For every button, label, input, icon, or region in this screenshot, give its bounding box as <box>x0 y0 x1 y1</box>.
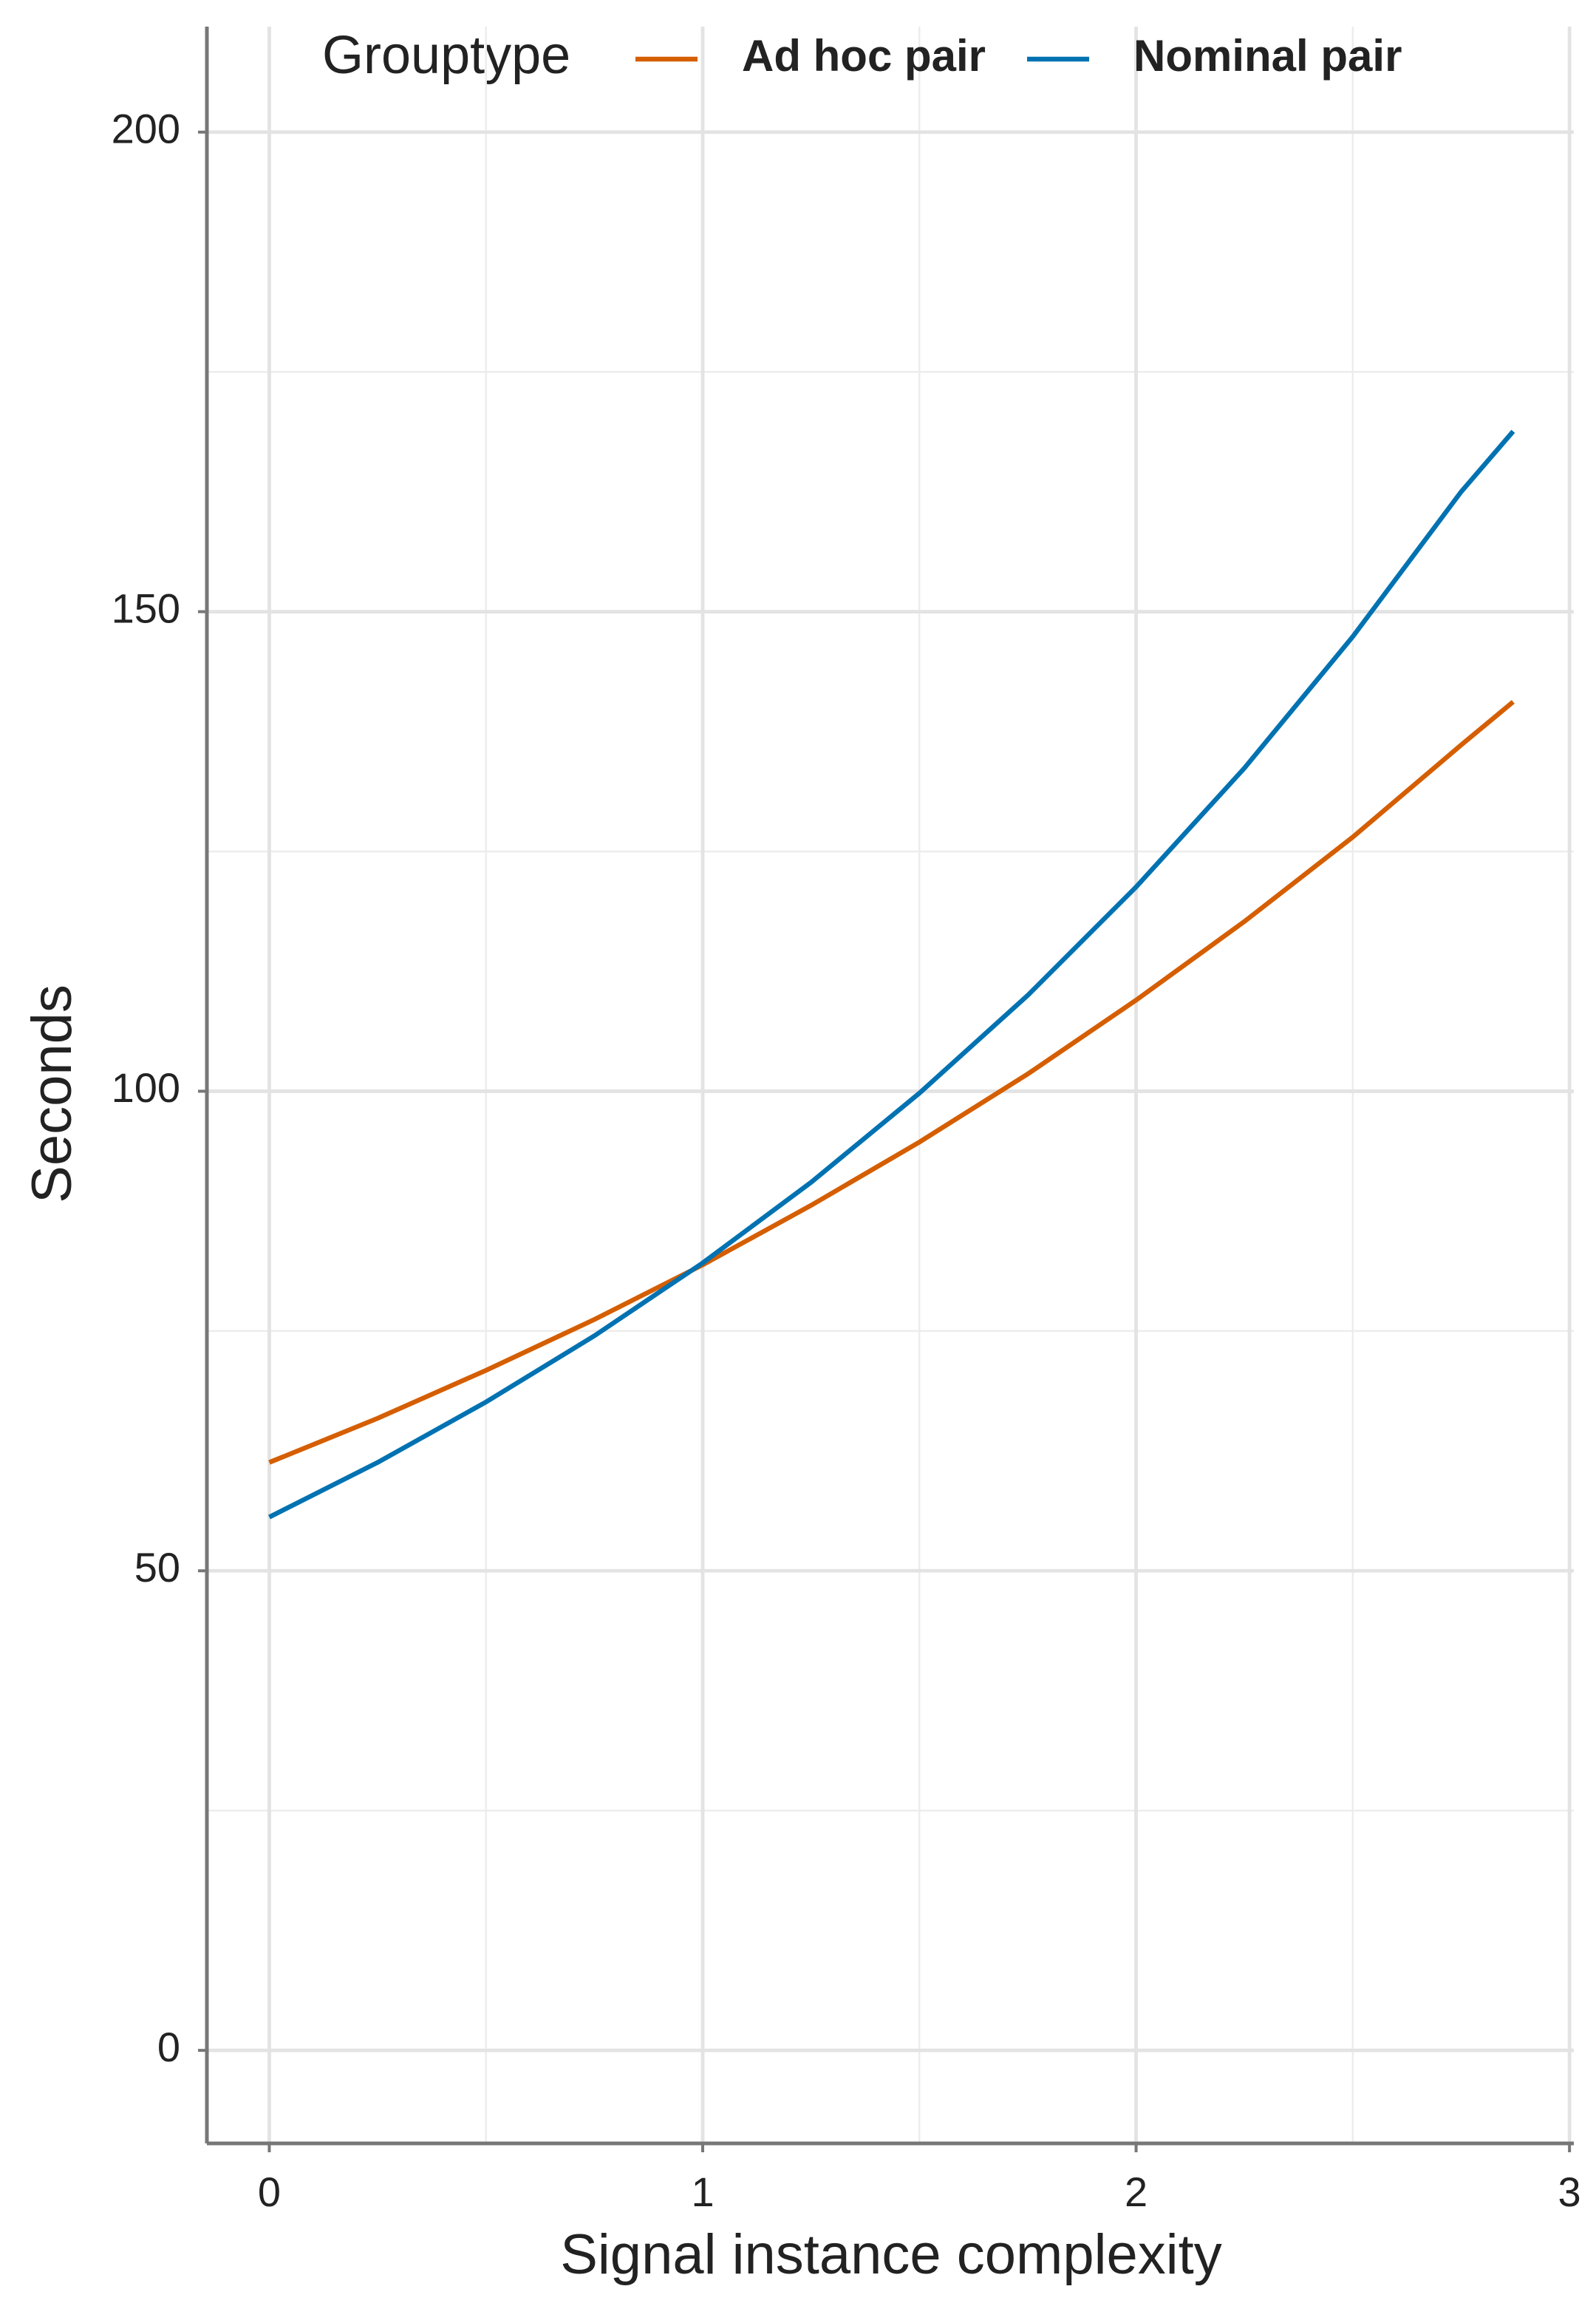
legend-label: Ad hoc pair <box>742 31 986 81</box>
y-tick-label: 150 <box>112 585 180 631</box>
y-tick-label: 200 <box>112 106 180 152</box>
y-tick-label: 50 <box>134 1544 180 1591</box>
x-axis-title: Signal instance complexity <box>560 2223 1222 2286</box>
x-tick-label: 0 <box>258 2169 281 2215</box>
legend-label: Nominal pair <box>1133 31 1402 81</box>
x-tick-label: 3 <box>1558 2169 1581 2215</box>
line <box>268 700 1515 1465</box>
y-tick-label: 100 <box>112 1064 180 1111</box>
x-tick-label: 1 <box>691 2169 714 2215</box>
legend-title: Grouptype <box>322 26 570 85</box>
y-axis-title: Seconds <box>21 984 83 1203</box>
x-tick-label: 2 <box>1125 2169 1147 2215</box>
line <box>268 429 1515 1520</box>
y-tick-label: 0 <box>157 2024 180 2070</box>
